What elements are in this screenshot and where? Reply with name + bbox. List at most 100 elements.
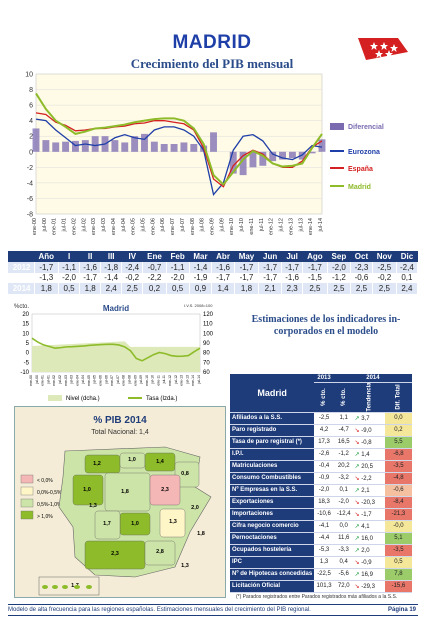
diferencial-bar xyxy=(81,140,89,152)
table-header-cell: I xyxy=(58,251,80,262)
diff-cell: 0,2 xyxy=(384,424,412,437)
small-x-tick: jul-04 xyxy=(81,375,85,385)
diff-cell: -0,0 xyxy=(384,520,412,533)
diff-cell: -3,5 xyxy=(384,460,412,473)
map-region xyxy=(94,510,121,540)
x-tick-label: ene-06 xyxy=(150,218,156,235)
table-cell: -2,0 xyxy=(327,262,352,273)
trend-cell: ↗ 4,1 xyxy=(353,520,385,533)
indicator-row: Paro registrado 4,2 -4,7 ↘ -9,0 0,2 xyxy=(230,424,412,437)
table-cell: -0,2 xyxy=(121,272,144,283)
table-cell: -1,7 xyxy=(79,272,102,283)
diff-cell: -15,6 xyxy=(384,580,412,593)
value-2014: 0,1 xyxy=(333,484,354,497)
trend-cell: ↘ -0,8 xyxy=(353,436,385,449)
table-cell: 2,5 xyxy=(327,283,352,294)
trend-cell: ↘ -0,9 xyxy=(353,556,385,569)
trend-cell: ↗ 20,5 xyxy=(353,460,385,473)
x-tick-label: ene-13 xyxy=(288,218,294,235)
canary-islands-box xyxy=(38,576,100,596)
trend-cell: ↗ 1,4 xyxy=(353,448,385,461)
estimaciones-line2: corporados en el modelo xyxy=(273,326,379,337)
value-2013: -0,4 xyxy=(314,460,334,473)
indicator-row: Tasa de paro registral (*) 17,3 16,5 ↘ -0,8… xyxy=(230,436,412,449)
canary-island xyxy=(52,585,58,589)
table-cell: -1,7 xyxy=(258,262,283,273)
x-tick-label: jul-07 xyxy=(180,218,186,232)
madrid-level-rate-chart: %cto. Madrid I.V.S. 2008=100 20 15 10 5 0 -5 -10 1… xyxy=(14,303,214,402)
small-x-tick: ene-06 xyxy=(99,375,103,386)
diff-cell: -4,8 xyxy=(384,472,412,485)
table-header-cell: Feb xyxy=(166,251,190,262)
small-x-tick: jul-13 xyxy=(185,375,189,385)
rate-line xyxy=(31,337,201,362)
trend-down-arrow-icon: ↘ xyxy=(354,559,362,566)
value-2013: -2,0 xyxy=(314,484,334,497)
indicator-label: Ocupados hostelería xyxy=(230,544,315,557)
map-region xyxy=(149,474,181,506)
indicator-row: Nº de Hipotecas concedidas -22,5 -5,6 ↗ 16,… xyxy=(230,568,412,581)
table-cell: -1,1 xyxy=(166,262,190,273)
small-x-tick: ene-07 xyxy=(110,375,114,386)
page-footer: Modelo de alta frecuencia para las regio… xyxy=(8,604,418,616)
legend-label: Eurozona xyxy=(348,149,380,156)
table-cell: 2,4 xyxy=(100,283,123,294)
small-x-tick: ene-14 xyxy=(191,375,195,386)
trend-cell: ↘ -9,0 xyxy=(353,424,385,437)
table-cell: -1,3 xyxy=(34,272,60,283)
trend-down-arrow-icon: ↘ xyxy=(354,499,362,506)
table-cell: -2,0 xyxy=(166,272,190,283)
diff-cell: 5,5 xyxy=(384,436,412,449)
region-value-label: 2,3 xyxy=(111,551,119,557)
x-tick-label: jul-02 xyxy=(81,218,87,232)
legend-label-level: Nivel (dcha.) xyxy=(66,396,100,402)
table-cell: 0,5 xyxy=(58,283,81,294)
canary-island xyxy=(86,585,92,589)
trend-up-arrow-icon: ↗ xyxy=(354,571,362,578)
estimaciones-line1: Estimaciones de los indicadores in- xyxy=(251,314,401,325)
col-a-header: % cto. xyxy=(321,388,328,406)
map-region xyxy=(144,540,176,566)
table-cell: -0,2 xyxy=(372,272,397,283)
x-tick-label: ene-04 xyxy=(111,218,117,235)
value-2013: -2,6 xyxy=(314,448,334,461)
small-x-tick: ene-09 xyxy=(133,375,137,386)
diff-cell: -6,8 xyxy=(384,448,412,461)
footer-text: Modelo de alta frecuencia para las regio… xyxy=(8,607,311,613)
indicator-label: Paro registrado xyxy=(230,424,315,437)
x-tick-label: jul-12 xyxy=(279,218,285,232)
trend-cell: ↗ 2,1 xyxy=(353,484,385,497)
spain-regions-map: < 0,0% 0,0%-0,5% 0,5%-1,0% > 1,0% 1,2 1,0 1,4 0… xyxy=(20,446,212,596)
value-2013: 1,3 xyxy=(314,556,334,569)
left-tick-label: -5 xyxy=(24,360,30,366)
diferencial-bar xyxy=(71,140,79,152)
table-cell: 0,9 xyxy=(189,283,213,294)
diferencial-bar xyxy=(308,151,316,154)
map-legend-label: < 0,0% xyxy=(37,478,53,484)
table-header-cell: Dic xyxy=(396,251,418,262)
small-x-tick: jul-09 xyxy=(139,375,143,385)
table-cell: -2,0 xyxy=(58,272,81,283)
small-x-tick: jul-06 xyxy=(104,375,108,385)
level-area xyxy=(32,341,200,372)
table-cell: -1,1 xyxy=(58,262,81,273)
left-tick-label: 10 xyxy=(22,331,29,337)
diferencial-bar xyxy=(141,133,148,152)
canary-island xyxy=(74,585,80,589)
small-x-tick: jul-12 xyxy=(174,375,178,385)
left-tick-label: -10 xyxy=(20,370,29,376)
region-value-label: 2,3 xyxy=(161,487,169,493)
indicator-row: Pernoctaciones -4,4 11,6 ↗ 16,0 5,1 xyxy=(230,532,412,545)
map-region xyxy=(159,508,186,538)
diferencial-bar xyxy=(42,140,50,152)
value-2014: -3,2 xyxy=(333,472,354,485)
region-value-label: 1,3 xyxy=(169,519,177,525)
small-x-tick: ene-08 xyxy=(122,375,126,386)
x-tick-label: jul-05 xyxy=(140,218,146,232)
indicator-label: I.P.I. xyxy=(230,448,315,461)
diff-cell: -3,5 xyxy=(384,544,412,557)
indicator-label: Nº de Hipotecas concedidas xyxy=(230,568,315,581)
diferencial-bar xyxy=(259,151,267,166)
indicator-row: Consumo Combustibles -0,9 -3,2 ↘ -2,2 -4,8 xyxy=(230,472,412,485)
